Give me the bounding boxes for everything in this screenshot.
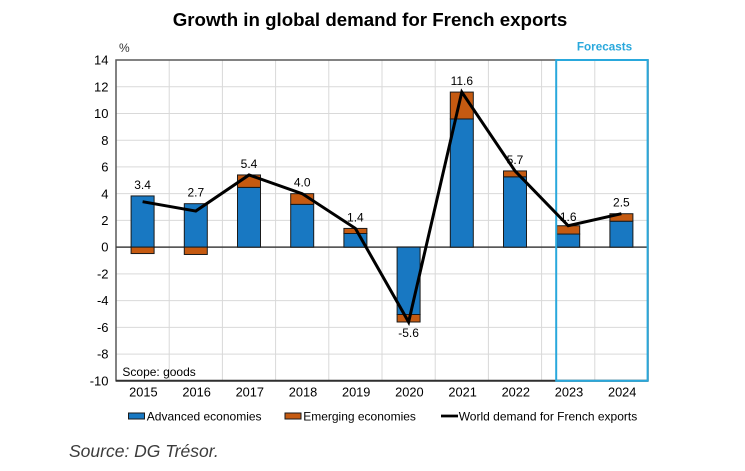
svg-text:-4: -4 bbox=[97, 293, 109, 308]
svg-text:2015: 2015 bbox=[129, 384, 157, 399]
svg-text:5.7: 5.7 bbox=[507, 153, 524, 167]
svg-text:2017: 2017 bbox=[236, 384, 264, 399]
svg-text:11.6: 11.6 bbox=[451, 74, 474, 88]
svg-text:6: 6 bbox=[101, 160, 108, 175]
svg-text:Advanced economies: Advanced economies bbox=[147, 410, 262, 424]
svg-text:Growth in global demand for Fr: Growth in global demand for French expor… bbox=[173, 9, 568, 30]
svg-text:Source: DG Trésor.: Source: DG Trésor. bbox=[69, 441, 219, 461]
svg-text:8: 8 bbox=[101, 133, 108, 148]
svg-text:-2: -2 bbox=[97, 266, 109, 281]
svg-text:14: 14 bbox=[94, 53, 108, 68]
svg-text:Scope: goods: Scope: goods bbox=[122, 365, 195, 379]
svg-text:2020: 2020 bbox=[395, 384, 423, 399]
svg-text:2022: 2022 bbox=[502, 384, 530, 399]
svg-text:World demand for French export: World demand for French exports bbox=[459, 410, 638, 424]
svg-text:-5.6: -5.6 bbox=[398, 326, 419, 340]
svg-text:1.4: 1.4 bbox=[347, 210, 364, 224]
svg-text:0: 0 bbox=[101, 240, 108, 255]
svg-text:-10: -10 bbox=[90, 373, 109, 388]
svg-text:2019: 2019 bbox=[342, 384, 370, 399]
svg-text:2016: 2016 bbox=[182, 384, 210, 399]
svg-text:2: 2 bbox=[101, 213, 108, 228]
svg-text:2024: 2024 bbox=[608, 384, 636, 399]
svg-text:2023: 2023 bbox=[555, 384, 583, 399]
svg-text:5.4: 5.4 bbox=[241, 157, 258, 171]
svg-text:Emerging economies: Emerging economies bbox=[303, 410, 416, 424]
svg-text:4: 4 bbox=[101, 186, 108, 201]
svg-text:2021: 2021 bbox=[448, 384, 476, 399]
svg-text:4.0: 4.0 bbox=[294, 176, 311, 190]
svg-text:-6: -6 bbox=[97, 320, 109, 335]
svg-text:12: 12 bbox=[94, 79, 108, 94]
svg-text:3.4: 3.4 bbox=[134, 178, 151, 192]
svg-text:2.7: 2.7 bbox=[187, 186, 204, 200]
svg-text:2018: 2018 bbox=[289, 384, 317, 399]
svg-text:1.6: 1.6 bbox=[560, 210, 577, 224]
svg-text:-8: -8 bbox=[97, 347, 109, 362]
svg-text:Forecasts: Forecasts bbox=[577, 41, 633, 54]
svg-text:10: 10 bbox=[94, 106, 108, 121]
svg-text:2.5: 2.5 bbox=[613, 196, 630, 210]
svg-text:%: % bbox=[119, 41, 130, 55]
